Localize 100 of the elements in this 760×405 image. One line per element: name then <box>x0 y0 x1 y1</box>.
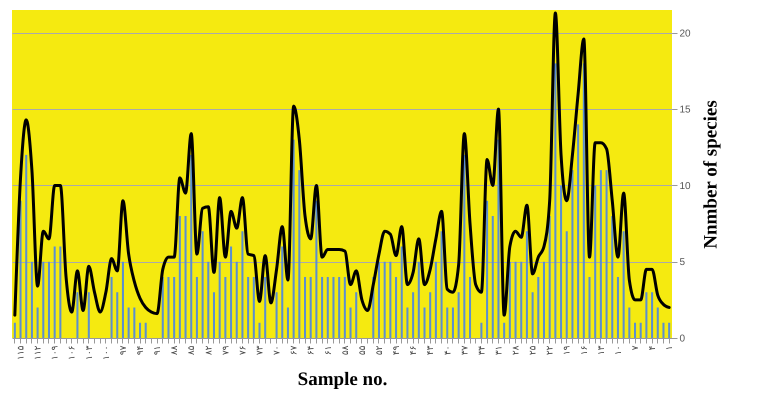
bar <box>344 276 346 338</box>
bar <box>588 276 591 338</box>
bar <box>548 216 551 338</box>
x-tick-label: ۷ <box>631 345 642 350</box>
bar <box>508 262 511 338</box>
bar <box>252 276 255 338</box>
bar <box>326 276 329 338</box>
x-tick-label: ۴۹ <box>392 345 402 356</box>
bar <box>628 307 630 338</box>
bar <box>48 262 50 338</box>
x-tick-label: ۳۱ <box>494 346 504 356</box>
bar <box>14 322 16 338</box>
bar <box>452 307 454 338</box>
bar <box>378 262 380 338</box>
bar <box>30 262 33 338</box>
bar <box>128 307 130 338</box>
bar <box>292 140 295 338</box>
bar <box>514 262 517 338</box>
bar <box>616 276 619 338</box>
bar <box>36 307 39 338</box>
bar <box>350 307 352 338</box>
y-tick-label: 15 <box>680 104 692 116</box>
x-tick-label: ۸۸ <box>170 345 180 356</box>
bar <box>212 292 216 338</box>
bar <box>264 276 266 338</box>
bar <box>463 154 466 338</box>
bar <box>76 292 78 338</box>
bar <box>645 292 648 338</box>
bar <box>310 276 312 338</box>
y-tick-label: 10 <box>680 180 692 192</box>
x-tick-label: ۱۰۹ <box>50 345 61 360</box>
x-tick-label: ۴۳ <box>426 345 436 356</box>
x-tick-label: ۹۷ <box>118 345 129 356</box>
bar <box>276 292 278 338</box>
bar <box>537 276 540 338</box>
y-tick-label: 20 <box>680 28 692 40</box>
bar <box>542 262 546 338</box>
bar <box>110 276 113 338</box>
x-tick-label: ۴ <box>648 345 658 350</box>
bar <box>196 276 198 338</box>
x-tick-label: ۳۷ <box>460 345 470 356</box>
x-tick-label: ۶۴ <box>306 345 317 356</box>
bar <box>503 322 506 338</box>
bar <box>611 216 614 338</box>
x-tick-label: ۶۷ <box>290 345 300 356</box>
bar <box>560 185 562 338</box>
bar <box>173 276 176 338</box>
bar <box>138 322 142 338</box>
bar <box>400 246 403 338</box>
bar <box>184 216 187 338</box>
bar <box>355 292 358 338</box>
bar <box>384 262 386 338</box>
bar <box>116 292 118 338</box>
bar <box>634 322 636 338</box>
bar <box>480 322 482 338</box>
bar <box>59 246 62 338</box>
bar <box>88 292 90 338</box>
bar <box>241 231 244 338</box>
x-tick-label: ۷۳ <box>256 345 266 356</box>
x-tick-label: ۴۰ <box>443 346 454 356</box>
x-tick-label: ۴۶ <box>409 345 420 356</box>
bar <box>554 63 556 338</box>
bar <box>622 231 625 338</box>
x-tick-label: ۱۰ <box>614 346 624 356</box>
x-tick-label: ۷۶ <box>238 345 248 356</box>
x-tick-label: ۱ <box>665 346 676 350</box>
bar <box>190 154 192 338</box>
bar <box>144 322 147 338</box>
bar <box>286 307 289 338</box>
bar <box>258 322 261 338</box>
bar <box>423 307 426 338</box>
x-tick-label: ۳۴ <box>477 345 488 356</box>
bar <box>218 262 221 338</box>
bar <box>446 307 448 338</box>
x-tick-label: ۱۱۲ <box>34 345 44 360</box>
bar <box>458 292 460 338</box>
bar <box>651 292 654 338</box>
bar <box>668 322 670 338</box>
y-tick-label: 5 <box>680 257 686 268</box>
bar <box>224 276 226 338</box>
bar <box>20 200 22 338</box>
bar <box>281 246 284 338</box>
bar <box>133 307 136 338</box>
x-tick-label: ۱۹ <box>562 345 573 356</box>
x-tick-label: ۱۰۶ <box>68 345 78 360</box>
x-tick-label: ۱۱۵ <box>16 345 27 360</box>
x-tick-label: ۹۴ <box>136 345 146 356</box>
bar <box>304 276 306 338</box>
bar <box>440 231 443 338</box>
bar <box>315 200 318 338</box>
bar <box>25 154 28 338</box>
line-series <box>13 12 671 317</box>
bar <box>207 262 210 338</box>
x-tick-label: ۱۶ <box>580 345 590 356</box>
bar <box>594 185 596 338</box>
x-tick-label: ۲۲ <box>546 345 556 356</box>
bar <box>526 231 528 338</box>
bar <box>497 140 500 338</box>
bar <box>230 246 232 338</box>
x-tick-label: ۶۱ <box>324 346 334 356</box>
